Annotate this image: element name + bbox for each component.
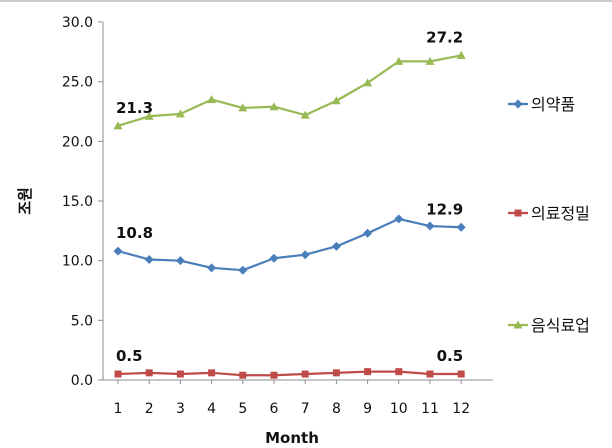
series-2 bbox=[114, 368, 465, 379]
x-tick-label: 3 bbox=[176, 401, 185, 417]
data-point bbox=[207, 263, 217, 273]
x-axis-ticks: 1 2 3 4 5 6 7 8 9 10 11 12 bbox=[114, 380, 470, 417]
x-tick-label: 2 bbox=[145, 401, 154, 417]
legend-marker bbox=[514, 209, 522, 217]
x-tick-label: 8 bbox=[332, 401, 341, 417]
data-point bbox=[207, 95, 217, 104]
x-tick-label: 12 bbox=[452, 401, 470, 417]
data-point bbox=[300, 110, 310, 119]
data-point bbox=[394, 214, 404, 224]
y-tick-label: 30.0 bbox=[62, 15, 93, 31]
data-point bbox=[238, 103, 248, 112]
y-tick-label: 10.0 bbox=[62, 254, 93, 270]
data-point bbox=[394, 56, 404, 65]
y-axis-ticks: 0.0 5.0 10.0 15.0 20.0 25.0 30.0 bbox=[62, 15, 103, 389]
x-axis-title: Month bbox=[265, 429, 319, 447]
data-label: 10.8 bbox=[116, 224, 153, 242]
data-point bbox=[175, 109, 185, 118]
series-line bbox=[117, 54, 462, 127]
data-point bbox=[456, 50, 466, 59]
series-layer bbox=[113, 50, 466, 379]
data-point bbox=[425, 221, 435, 231]
data-point bbox=[456, 222, 466, 232]
data-point bbox=[239, 371, 247, 379]
data-point bbox=[175, 256, 185, 266]
x-tick-label: 7 bbox=[301, 401, 310, 417]
data-point bbox=[363, 78, 373, 87]
y-tick-label: 25.0 bbox=[62, 75, 93, 91]
data-point bbox=[270, 371, 278, 379]
data-labels: 10.8 12.9 0.5 0.5 21.3 27.2 bbox=[116, 28, 463, 365]
data-point bbox=[145, 369, 153, 377]
data-point bbox=[332, 369, 340, 377]
x-tick-label: 5 bbox=[238, 401, 247, 417]
legend-marker bbox=[513, 99, 523, 109]
legend-item: 의료정밀 bbox=[508, 204, 590, 223]
series-3 bbox=[113, 50, 466, 130]
legend-item: 의약품 bbox=[508, 95, 575, 114]
x-tick-label: 9 bbox=[363, 401, 372, 417]
legend-label: 의료정밀 bbox=[531, 204, 590, 223]
data-point bbox=[144, 111, 154, 120]
data-label: 0.5 bbox=[437, 347, 464, 365]
data-point bbox=[113, 121, 123, 130]
legend-label: 의약품 bbox=[531, 95, 575, 114]
data-point bbox=[301, 370, 309, 378]
data-point bbox=[363, 228, 373, 238]
data-point bbox=[331, 96, 341, 105]
series-1 bbox=[113, 214, 466, 275]
series-line bbox=[117, 217, 462, 272]
legend-label: 음식료업 bbox=[531, 316, 590, 335]
data-point bbox=[395, 368, 403, 376]
series-line bbox=[117, 370, 462, 377]
x-tick-label: 11 bbox=[421, 401, 439, 417]
data-point bbox=[176, 370, 184, 378]
x-tick-label: 10 bbox=[390, 401, 408, 417]
data-point bbox=[457, 370, 465, 378]
x-tick-label: 4 bbox=[207, 401, 216, 417]
data-label: 0.5 bbox=[116, 347, 143, 365]
data-point bbox=[425, 56, 435, 65]
y-axis-title: 조원 bbox=[16, 187, 34, 215]
data-label: 12.9 bbox=[426, 200, 463, 218]
data-label: 27.2 bbox=[426, 28, 463, 46]
y-tick-label: 0.0 bbox=[71, 373, 93, 389]
x-tick-label: 1 bbox=[114, 401, 123, 417]
data-point bbox=[208, 369, 216, 377]
data-point bbox=[364, 368, 372, 376]
data-label: 21.3 bbox=[116, 99, 153, 117]
data-point bbox=[114, 370, 122, 378]
data-point bbox=[113, 246, 123, 256]
x-tick-label: 6 bbox=[270, 401, 279, 417]
data-point bbox=[300, 250, 310, 260]
y-tick-label: 15.0 bbox=[62, 194, 93, 210]
data-point bbox=[426, 370, 434, 378]
data-point bbox=[269, 253, 279, 263]
legend-item: 음식료업 bbox=[508, 316, 590, 335]
legend-marker bbox=[513, 320, 523, 329]
data-point bbox=[331, 241, 341, 251]
data-point bbox=[144, 254, 154, 264]
data-point bbox=[238, 265, 248, 275]
data-point bbox=[269, 102, 279, 111]
y-tick-label: 5.0 bbox=[71, 313, 93, 329]
y-tick-label: 20.0 bbox=[62, 134, 93, 150]
